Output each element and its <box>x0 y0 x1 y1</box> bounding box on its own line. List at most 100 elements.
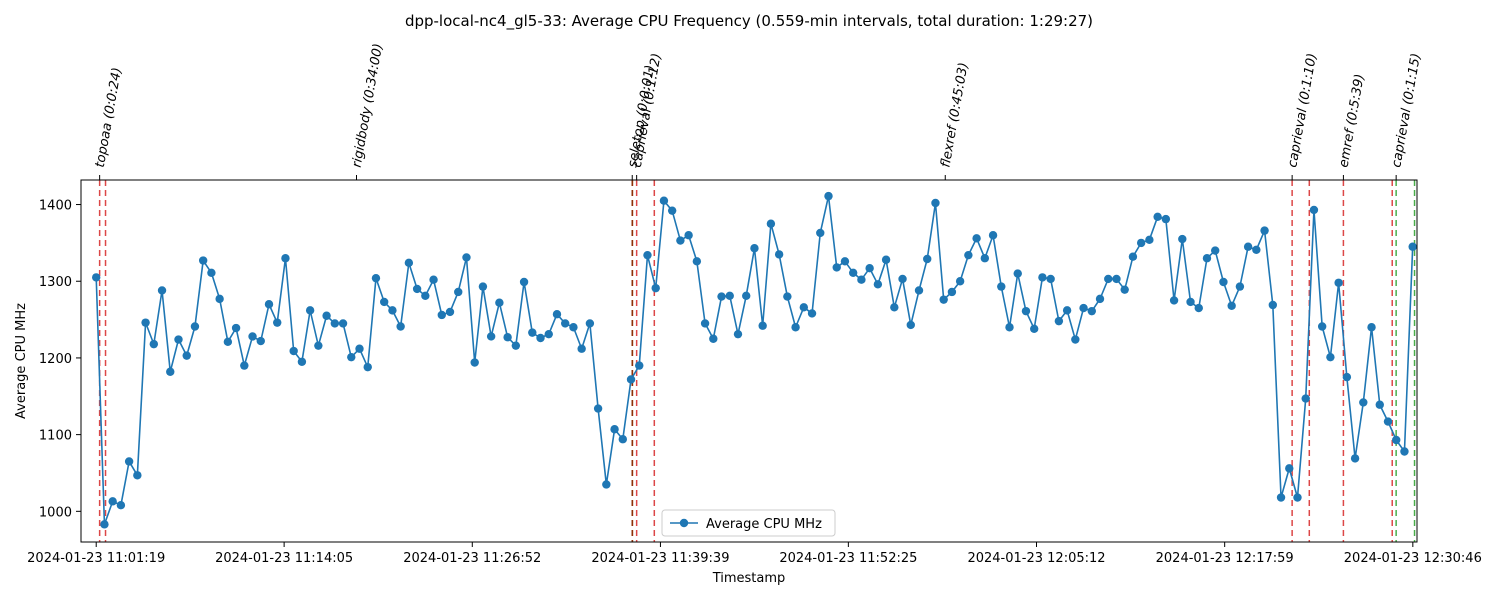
chart-title: dpp-local-nc4_gl5-33: Average CPU Freque… <box>405 12 1093 31</box>
data-point-32 <box>355 344 364 353</box>
data-point-72 <box>684 231 693 240</box>
data-point-38 <box>404 258 414 268</box>
data-point-5 <box>133 471 142 480</box>
data-point-10 <box>174 335 183 344</box>
data-point-150 <box>1326 352 1335 362</box>
y-axis: 1000 1100 1200 1300 1400 <box>39 199 81 520</box>
data-point-70 <box>667 206 677 215</box>
data-point-124 <box>1112 274 1121 284</box>
data-point-13 <box>198 256 208 265</box>
data-point-1 <box>100 520 109 529</box>
data-point-130 <box>1161 214 1171 224</box>
data-point-104 <box>947 287 957 297</box>
y-tick-label-1000: 1000 <box>39 505 72 520</box>
data-point-140 <box>1243 242 1253 251</box>
data-point-98 <box>898 274 907 284</box>
data-point-112 <box>1013 269 1022 278</box>
data-point-28 <box>322 311 331 320</box>
data-point-53 <box>528 328 537 337</box>
data-point-44 <box>454 287 463 297</box>
data-point-77 <box>725 291 734 301</box>
legend-box <box>661 509 836 537</box>
data-point-90 <box>832 263 841 272</box>
data-point-121 <box>1087 306 1096 316</box>
x-tick-label-5: 2024-01-23 12:05:12 <box>967 551 1105 566</box>
data-point-9 <box>166 367 175 376</box>
data-point-106 <box>964 250 973 260</box>
data-point-147 <box>1301 394 1310 403</box>
legend-marker-swatch <box>679 518 689 528</box>
data-point-22 <box>273 318 282 327</box>
data-point-8 <box>157 286 167 295</box>
data-point-107 <box>972 234 981 243</box>
y-axis-title: Average CPU MHz <box>14 303 29 419</box>
data-point-111 <box>1005 323 1014 332</box>
data-point-134 <box>1194 303 1203 313</box>
data-point-47 <box>478 282 488 291</box>
series-layer <box>92 191 1417 529</box>
data-point-75 <box>709 334 718 343</box>
data-point-97 <box>890 303 899 312</box>
data-point-156 <box>1375 400 1384 409</box>
data-point-83 <box>774 250 784 259</box>
plot-frame <box>80 179 1418 543</box>
data-point-68 <box>651 283 660 293</box>
data-point-129 <box>1153 212 1162 222</box>
x-axis-title: Timestamp <box>712 571 786 586</box>
data-point-2 <box>108 497 117 506</box>
data-point-35 <box>379 297 389 307</box>
data-point-137 <box>1219 277 1228 287</box>
data-point-108 <box>980 254 990 263</box>
data-point-143 <box>1268 300 1278 310</box>
data-point-115 <box>1038 273 1047 282</box>
y-tick-label-1400: 1400 <box>39 199 72 214</box>
data-point-67 <box>643 250 652 260</box>
data-point-17 <box>231 323 241 333</box>
data-point-138 <box>1227 301 1236 310</box>
data-point-42 <box>437 310 446 320</box>
data-point-146 <box>1293 493 1302 502</box>
data-point-85 <box>791 323 800 332</box>
data-point-76 <box>717 292 726 301</box>
data-point-66 <box>635 361 644 370</box>
data-point-159 <box>1400 447 1409 456</box>
data-point-160 <box>1408 242 1417 251</box>
data-point-63 <box>610 425 619 434</box>
data-point-105 <box>955 277 965 286</box>
data-point-12 <box>190 322 200 331</box>
data-point-145 <box>1285 464 1294 473</box>
data-point-73 <box>692 257 702 266</box>
data-point-158 <box>1392 435 1401 445</box>
data-point-141 <box>1252 245 1261 254</box>
data-point-37 <box>396 322 405 331</box>
data-point-133 <box>1186 297 1195 307</box>
data-point-80 <box>750 244 759 253</box>
data-point-18 <box>240 361 249 370</box>
data-point-61 <box>593 404 603 413</box>
data-point-60 <box>585 319 595 328</box>
data-point-148 <box>1309 205 1319 215</box>
data-point-16 <box>223 337 233 347</box>
data-point-87 <box>807 309 817 318</box>
data-point-40 <box>421 291 430 301</box>
data-point-56 <box>552 310 562 319</box>
data-point-19 <box>248 332 257 341</box>
data-point-100 <box>914 286 924 295</box>
x-tick-label-6: 2024-01-23 12:17:59 <box>1156 551 1294 566</box>
x-tick-label-3: 2024-01-23 11:39:39 <box>591 551 729 566</box>
data-point-48 <box>486 332 496 341</box>
data-point-118 <box>1062 306 1072 315</box>
legend: Average CPU MHz <box>661 509 836 537</box>
data-point-92 <box>848 268 858 277</box>
data-point-65 <box>626 375 636 384</box>
data-point-96 <box>881 255 891 264</box>
data-point-57 <box>561 319 570 328</box>
phase-lines <box>98 180 1416 542</box>
data-point-36 <box>388 306 397 315</box>
data-point-31 <box>347 352 356 362</box>
x-tick-label-2: 2024-01-23 11:26:52 <box>403 551 541 566</box>
data-point-144 <box>1276 493 1286 502</box>
data-point-24 <box>289 346 298 356</box>
data-point-123 <box>1104 274 1113 284</box>
